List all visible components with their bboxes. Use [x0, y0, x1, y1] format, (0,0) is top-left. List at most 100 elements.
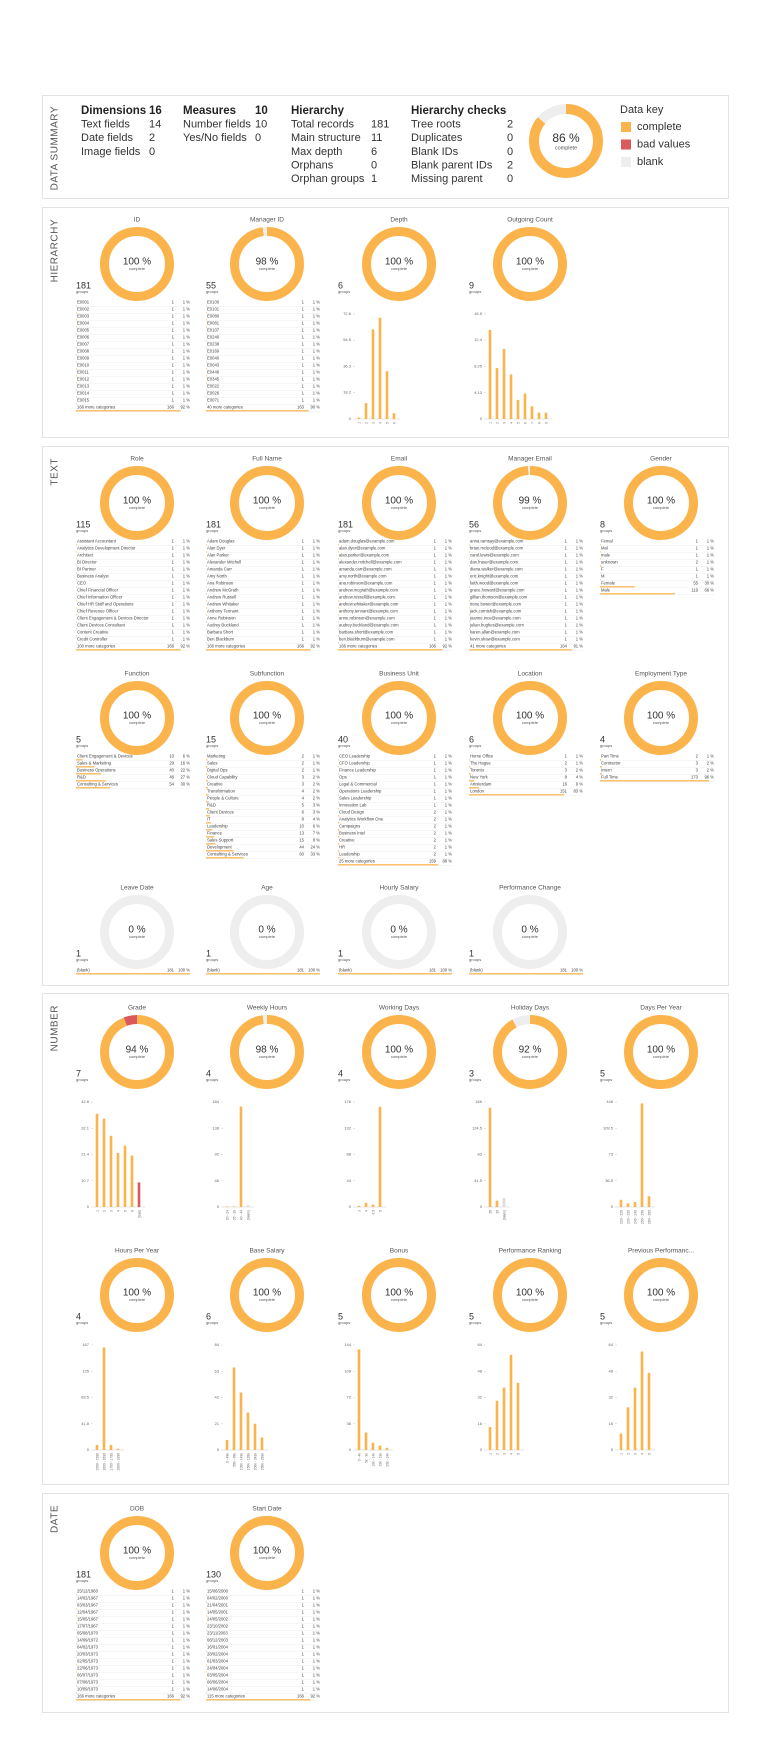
list-percent: 1 % — [576, 588, 583, 593]
list-percent: 1 % — [445, 768, 452, 773]
bar — [123, 1145, 127, 1207]
list-percent: 1 % — [576, 754, 583, 759]
list-label: (blank) — [77, 968, 90, 973]
list-label: Content Creative — [77, 630, 109, 635]
summary-value: 0 — [507, 146, 513, 158]
list-label: 03/05/2004 — [207, 1673, 229, 1678]
donut-value: 100 % — [123, 257, 151, 268]
field-title: Hours Per Year — [115, 1248, 160, 1255]
x-tick-label: 3 — [109, 1210, 113, 1212]
donut-segment — [493, 227, 567, 301]
list-bar — [338, 766, 339, 768]
list-count: 1 — [565, 609, 568, 614]
list-label: male — [601, 553, 611, 558]
summary-value: 0 — [507, 132, 513, 144]
x-tick-label: 6 — [523, 422, 527, 424]
list-count: 3 — [302, 782, 305, 787]
x-tick-label: (blank) — [502, 1210, 506, 1220]
donut-segment — [362, 1258, 436, 1332]
list-label: BI Partner — [77, 567, 96, 572]
list-count: 1 — [302, 588, 305, 593]
list-percent: 1 % — [183, 1617, 190, 1622]
y-tick-label: 73 — [609, 1152, 614, 1157]
list-bar — [206, 305, 207, 307]
list-label: amy.north@example.com — [339, 574, 387, 579]
summary-heading: Dimensions — [81, 105, 146, 117]
list-label: Full Time — [601, 775, 619, 780]
list-percent: 1 % — [576, 595, 583, 600]
list-label: Sales & Marketing — [77, 761, 112, 766]
list-percent: 1 % — [183, 321, 190, 326]
list-bar — [338, 836, 340, 838]
list-count: 5 — [302, 803, 305, 808]
list-count: 3 — [696, 768, 699, 773]
list-label: 17/07/1967 — [77, 1624, 99, 1629]
list-percent: 1 % — [313, 595, 320, 600]
list-percent: 1 % — [183, 300, 190, 305]
list-count: 1 — [434, 623, 437, 628]
list-label: karen.allan@example.com — [470, 630, 520, 635]
list-count: 1 — [302, 637, 305, 642]
list-label: E0071 — [207, 398, 220, 403]
group-caption: groups — [600, 1077, 612, 1082]
list-label: 01/03/2004 — [207, 1659, 229, 1664]
list-label: 14/05/2001 — [207, 1610, 229, 1615]
list-bar — [338, 808, 339, 810]
list-percent: 92 % — [310, 1694, 320, 1699]
list-percent: 1 % — [445, 803, 452, 808]
list-bar — [76, 368, 77, 370]
donut-value: 100 % — [385, 1288, 413, 1299]
y-tick-label: 83 — [478, 1152, 483, 1157]
y-tick-label: 144 — [344, 1342, 351, 1347]
list-percent: 1 % — [576, 546, 583, 551]
list-bar — [206, 759, 208, 761]
field-title: Depth — [390, 217, 408, 224]
list-count: 1 — [172, 581, 175, 586]
list-bar — [76, 1629, 77, 1631]
list-bar — [206, 396, 207, 398]
x-tick-label: 3 — [633, 1453, 637, 1455]
list-bar — [76, 558, 77, 560]
field-title: DOB — [130, 1506, 144, 1513]
list-count: 1 — [172, 1673, 175, 1678]
y-tick-label: 0 — [480, 1447, 483, 1452]
list-bar — [206, 857, 244, 859]
group-caption: groups — [338, 289, 350, 294]
summary-heading: Hierarchy checks — [411, 105, 506, 117]
list-percent: 1 % — [183, 616, 190, 621]
list-bar — [76, 305, 77, 307]
y-tick-label: 92 — [215, 1152, 220, 1157]
list-count: 4 — [302, 796, 305, 801]
group-caption: groups — [469, 528, 481, 533]
group-caption: groups — [206, 1578, 218, 1583]
y-tick-label: 0 — [611, 1447, 614, 1452]
list-label: anna.ramsay@example.com — [470, 539, 524, 544]
bar — [619, 1433, 623, 1450]
list-bar — [206, 1643, 207, 1645]
list-count: 2 — [302, 754, 305, 759]
list-label: People & Culture — [207, 796, 239, 801]
field-title: Function — [125, 671, 150, 678]
list-percent: 1 % — [445, 824, 452, 829]
donut-caption: complete — [391, 1054, 408, 1059]
list-percent: 1 % — [313, 314, 320, 319]
list-count: 1 — [302, 314, 305, 319]
donut-value: 100 % — [253, 711, 281, 722]
list-bar — [338, 642, 339, 644]
list-label: joanne.ince@example.com — [469, 616, 521, 621]
x-tick-label: 6 — [392, 422, 396, 424]
list-label: Analytics Development Director — [77, 546, 136, 551]
list-bar — [206, 1615, 207, 1617]
list-count: 1 — [565, 623, 568, 628]
list-bar — [206, 1601, 207, 1603]
group-caption: groups — [206, 1320, 218, 1325]
list-percent: 92 % — [442, 644, 452, 649]
list-bar — [206, 614, 207, 616]
y-tick-label: 176 — [344, 1099, 351, 1104]
list-bar — [76, 1643, 77, 1645]
list-bar — [600, 593, 675, 595]
list-percent: 1 % — [445, 553, 452, 558]
list-percent: 92 % — [180, 405, 190, 410]
list-label: gillian.thomson@example.com — [470, 595, 528, 600]
x-tick-label: 25 — [488, 1210, 492, 1214]
